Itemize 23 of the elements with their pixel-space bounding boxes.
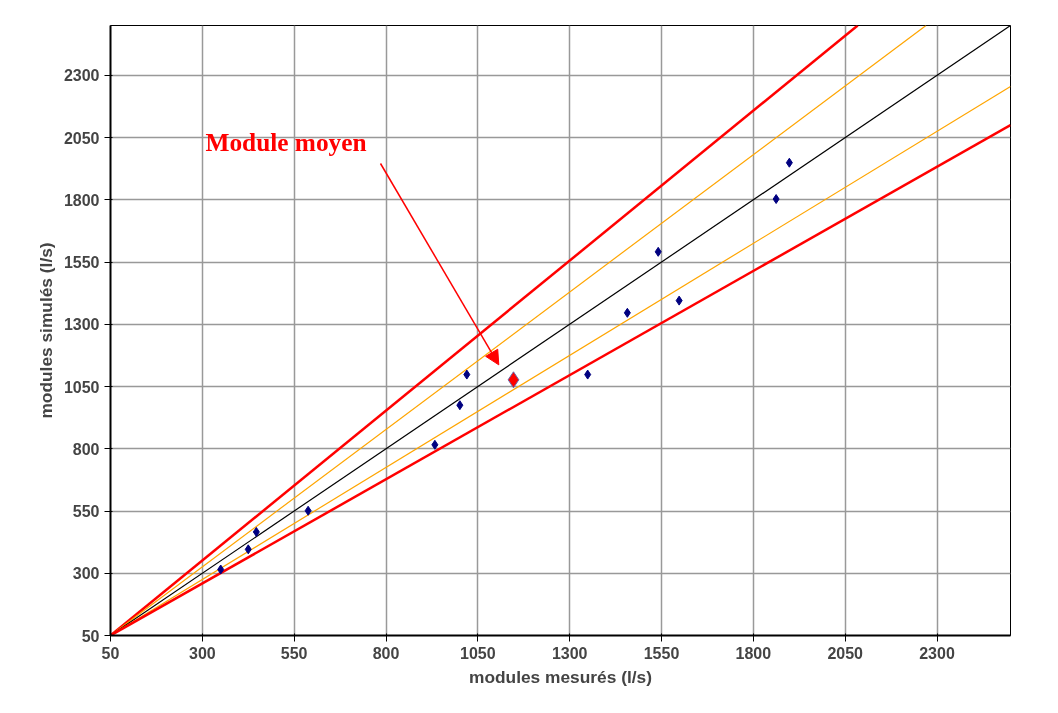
x-tick-label: 1050 bbox=[460, 644, 496, 662]
x-tick-label: 2300 bbox=[919, 644, 955, 662]
y-tick-label: 1300 bbox=[63, 316, 100, 334]
x-tick-label: 1300 bbox=[551, 644, 588, 662]
y-tick-label: 2300 bbox=[63, 67, 100, 85]
y-tick-label: 1800 bbox=[63, 191, 100, 209]
x-tick-label: 2050 bbox=[827, 644, 864, 662]
x-tick-label: 1550 bbox=[643, 644, 680, 662]
y-tick-label: 550 bbox=[72, 503, 100, 521]
x-tick-label: 550 bbox=[280, 644, 308, 662]
y-tick-label: 800 bbox=[72, 440, 100, 458]
y-tick-label: 2050 bbox=[63, 129, 100, 147]
x-tick-label: 50 bbox=[101, 644, 120, 662]
y-tick-label: 50 bbox=[81, 627, 100, 645]
x-axis-title: modules mesurés (l/s) bbox=[469, 666, 652, 687]
y-axis-title: modules simulés (l/s) bbox=[35, 242, 56, 419]
annotation: Module moyen bbox=[205, 127, 367, 156]
x-tick-label: 300 bbox=[188, 644, 216, 662]
x-tick-label: 1800 bbox=[735, 644, 772, 662]
x-tick-label: 800 bbox=[372, 644, 400, 662]
y-tick-label: 1550 bbox=[63, 254, 100, 272]
y-tick-label: 1050 bbox=[63, 378, 100, 396]
y-tick-label: 300 bbox=[72, 565, 100, 583]
